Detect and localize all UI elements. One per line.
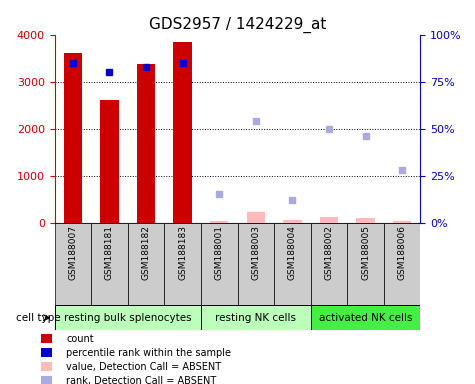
Bar	[173, 41, 192, 223]
Bar	[201, 305, 311, 330]
Bar	[393, 221, 411, 223]
Text: percentile rank within the sample: percentile rank within the sample	[66, 348, 231, 358]
Text: GSM188002: GSM188002	[324, 225, 333, 280]
Bar	[41, 376, 51, 384]
Bar	[128, 223, 164, 305]
Bar	[41, 362, 51, 371]
Title: GDS2957 / 1424229_at: GDS2957 / 1424229_at	[149, 17, 326, 33]
Bar	[100, 101, 119, 223]
Text: activated NK cells: activated NK cells	[319, 313, 412, 323]
Text: GSM188003: GSM188003	[251, 225, 260, 280]
Text: cell type: cell type	[16, 313, 61, 323]
Text: GSM188182: GSM188182	[142, 225, 151, 280]
Bar	[283, 220, 302, 223]
Bar	[137, 64, 155, 223]
Bar	[311, 305, 420, 330]
Bar	[356, 218, 375, 223]
Bar	[238, 223, 274, 305]
Text: GSM188005: GSM188005	[361, 225, 370, 280]
Bar	[384, 223, 420, 305]
Text: GSM188001: GSM188001	[215, 225, 224, 280]
Bar	[55, 223, 91, 305]
Text: GSM188004: GSM188004	[288, 225, 297, 280]
Bar	[164, 223, 201, 305]
Bar	[311, 223, 347, 305]
Bar	[64, 53, 82, 223]
Text: resting NK cells: resting NK cells	[215, 313, 296, 323]
Bar	[210, 221, 228, 223]
Bar	[41, 348, 51, 358]
Bar	[201, 223, 238, 305]
Bar	[274, 223, 311, 305]
Bar	[41, 334, 51, 343]
Bar	[55, 305, 201, 330]
Bar	[347, 223, 384, 305]
Text: rank, Detection Call = ABSENT: rank, Detection Call = ABSENT	[66, 376, 217, 384]
Text: GSM188006: GSM188006	[398, 225, 407, 280]
Text: GSM188181: GSM188181	[105, 225, 114, 280]
Bar	[91, 223, 128, 305]
Bar	[247, 212, 265, 223]
Text: GSM188183: GSM188183	[178, 225, 187, 280]
Text: value, Detection Call = ABSENT: value, Detection Call = ABSENT	[66, 362, 222, 372]
Text: GSM188007: GSM188007	[68, 225, 77, 280]
Bar	[320, 217, 338, 223]
Text: resting bulk splenocytes: resting bulk splenocytes	[64, 313, 191, 323]
Text: count: count	[66, 334, 94, 344]
